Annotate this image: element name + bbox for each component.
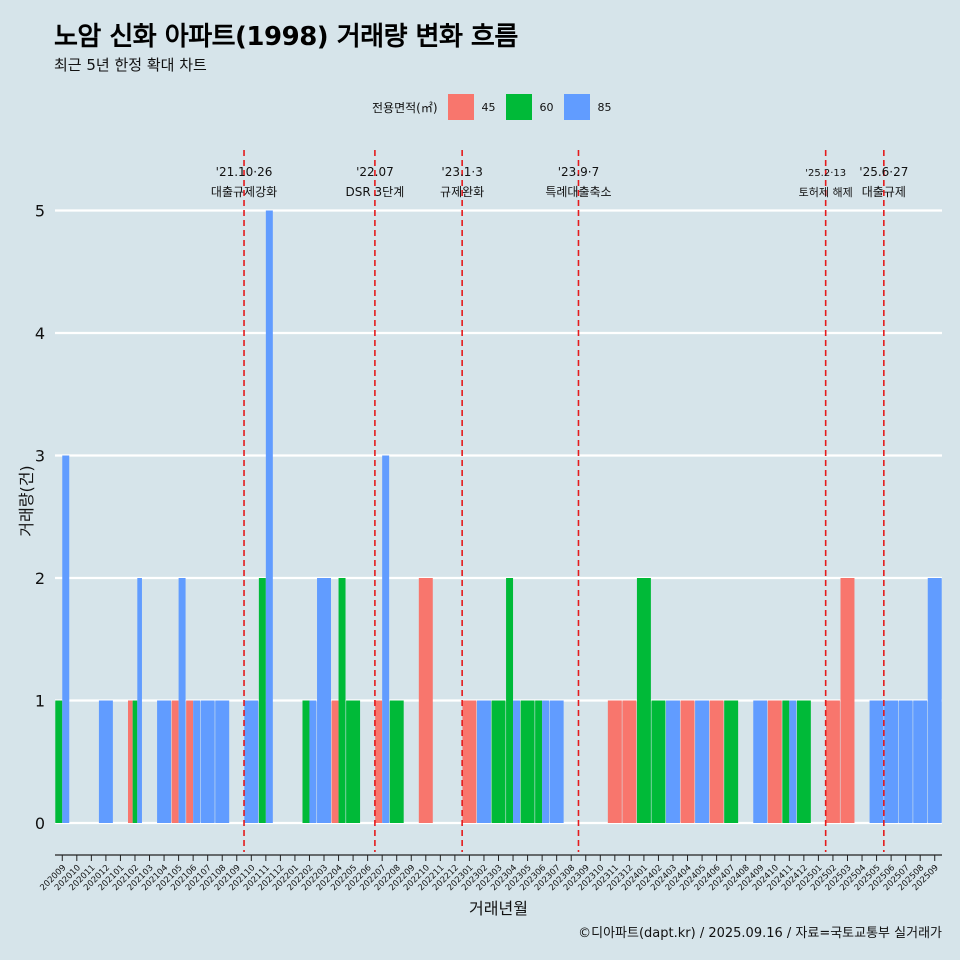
bar-60-202102 <box>132 700 138 823</box>
bar-85-202302 <box>476 700 491 823</box>
x-axis-title: 거래년월 <box>469 899 528 918</box>
event-label-name: 대출규제강화 <box>211 185 277 199</box>
event-label-date: '22.07 <box>356 165 394 179</box>
legend-label-60: 60 <box>539 100 554 114</box>
bar-60-202411 <box>782 700 790 823</box>
bar-45-202410 <box>767 700 782 823</box>
bar-45-202105 <box>171 700 179 823</box>
bar-85-202307 <box>549 700 564 823</box>
bar-85-202111 <box>265 210 273 823</box>
bar-85-202505 <box>869 700 884 823</box>
bar-85-202409 <box>753 700 768 823</box>
bar-85-202009 <box>62 455 70 823</box>
bar-85-202507 <box>898 700 913 823</box>
bar-60-202205 <box>346 700 361 823</box>
bar-60-202208 <box>389 700 404 823</box>
legend-swatch-60 <box>505 94 532 120</box>
bar-60-202306 <box>535 700 543 823</box>
bar-60-202202 <box>302 700 310 823</box>
legend-item-85: 85 <box>563 94 614 120</box>
bar-85-202403 <box>666 700 680 823</box>
bar-60-202304 <box>506 578 514 823</box>
chart-caption: ©디아파트(dapt.kr) / 2025.09.16 / 자료=국토교통부 실… <box>578 926 942 941</box>
bar-60-202305 <box>520 700 535 823</box>
event-label-name: 특례대출축소 <box>545 185 611 199</box>
legend-label-85: 85 <box>597 100 612 114</box>
bar-60-202412 <box>796 700 811 823</box>
legend-swatch-45 <box>447 94 474 120</box>
bar-45-202106 <box>186 700 194 823</box>
bar-85-202110 <box>244 700 259 823</box>
y-tick-label: 5 <box>35 202 45 221</box>
bar-60-202407 <box>724 700 739 823</box>
legend-item-60: 60 <box>505 94 556 120</box>
bar-60-202009 <box>55 700 63 823</box>
bar-85-202108 <box>215 700 230 823</box>
legend-swatch-85 <box>563 94 590 120</box>
bar-45-202102 <box>127 700 133 823</box>
bar-45-202207 <box>375 700 383 823</box>
y-tick-label: 1 <box>35 692 45 711</box>
bar-45-202503 <box>840 578 855 823</box>
bar-45-202210 <box>418 578 433 823</box>
event-label-date: '25.6·27 <box>859 165 908 179</box>
bar-45-202502 <box>825 700 840 823</box>
bar-85-202506 <box>884 700 899 823</box>
event-label-date: '21.10·26 <box>216 165 273 179</box>
event-label-name: 대출규제 <box>862 185 906 199</box>
event-label-name: 규제완화 <box>440 185 484 199</box>
y-axis-title: 거래량(건) <box>17 465 36 536</box>
bar-60-202204 <box>338 578 346 823</box>
bar-85-202203 <box>317 578 331 823</box>
bar-60-202401 <box>636 578 651 823</box>
bar-85-202207 <box>382 455 390 823</box>
y-tick-label: 4 <box>35 324 45 343</box>
bar-85-202411 <box>789 700 797 823</box>
bar-45-202406 <box>709 700 724 823</box>
event-label-date: '23.1·3 <box>441 165 482 179</box>
bar-60-202402 <box>651 700 666 823</box>
bar-85-202107 <box>200 700 215 823</box>
bar-45-202301 <box>462 700 477 823</box>
bar-60-202303 <box>491 700 506 823</box>
y-tick-label: 2 <box>35 569 45 588</box>
bar-45-202312 <box>622 700 637 823</box>
y-tick-label: 0 <box>35 814 45 833</box>
bar-85-202405 <box>695 700 710 823</box>
y-tick-label: 3 <box>35 447 45 466</box>
legend-title: 전용면적(㎡) <box>372 100 438 115</box>
bar-85-202104 <box>157 700 172 823</box>
chart-title: 노암 신화 아파트(1998) 거래량 변화 흐름 <box>54 22 518 52</box>
bar-45-202404 <box>680 700 695 823</box>
bar-85-202304 <box>513 700 521 823</box>
bar-85-202102 <box>137 578 142 823</box>
chart-subtitle: 최근 5년 한정 확대 차트 <box>54 56 207 74</box>
bar-85-202106 <box>193 700 201 823</box>
bar-85-202509 <box>927 578 942 823</box>
bar-45-202204 <box>331 700 339 823</box>
bar-85-202306 <box>542 700 550 823</box>
legend-item-45: 45 <box>447 94 498 120</box>
legend-label-45: 45 <box>481 100 496 114</box>
legend: 전용면적(㎡) 45 60 85 <box>372 93 622 121</box>
event-label-name: DSR 3단계 <box>346 185 405 199</box>
bar-85-202105 <box>178 578 186 823</box>
event-label-date: '25.2·13 <box>805 168 846 179</box>
bar-45-202311 <box>607 700 622 823</box>
bar-85-202508 <box>913 700 928 823</box>
event-label-date: '23.9·7 <box>558 165 599 179</box>
event-label-name: 토허제 해제 <box>799 185 853 199</box>
bar-85-202202 <box>309 700 317 823</box>
bar-85-202012 <box>98 700 113 823</box>
bar-60-202111 <box>258 578 266 823</box>
